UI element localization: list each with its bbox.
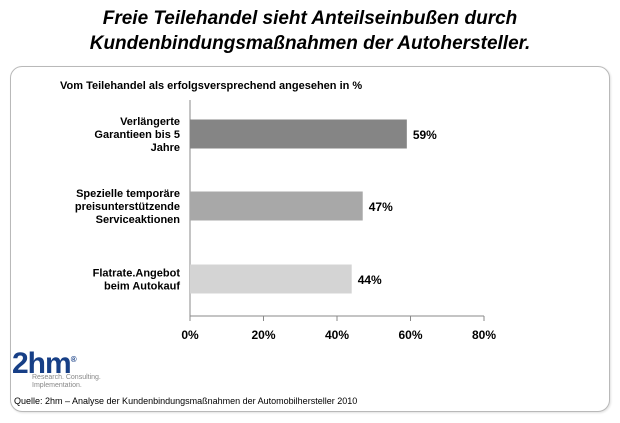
bar-3 (190, 264, 352, 294)
data-label: 59% (413, 128, 437, 142)
category-label: Flatrate.Angebot beim Autokauf (93, 268, 181, 293)
logo-wordmark: 2hm® (12, 347, 77, 380)
category-label-line: Garantieen bis 5 (94, 129, 180, 141)
data-label: 47% (369, 200, 393, 214)
title-line-1: Freie Teilehandel sieht Anteilseinbußen … (102, 8, 518, 29)
category-label: Spezielle temporäre preisunterstützende Se… (75, 188, 180, 226)
category-label: Verlängerte Garantieen bis 5 Jahre (94, 116, 180, 154)
category-label-line: Flatrate.Angebot (93, 268, 181, 280)
company-logo: 2hm® Research. Consulting. Implementatio… (10, 344, 120, 394)
page-title: Freie Teilehandel sieht Anteilseinbußen … (0, 6, 620, 56)
x-tick-label: 40% (325, 328, 349, 342)
bar-1 (190, 119, 407, 149)
x-tick-label: 20% (251, 328, 275, 342)
category-label-line: preisunterstützende (75, 201, 180, 213)
category-label-line: Verlängerte (120, 116, 180, 128)
chart-title: Vom Teilehandel als erfolgsversprechend … (60, 80, 363, 92)
data-label: 44% (358, 273, 382, 287)
category-label-line: Serviceaktionen (96, 214, 181, 226)
x-tick-label: 0% (181, 328, 199, 342)
title-line-2: Kundenbindungsmaßnahmen der Autoherstell… (89, 33, 531, 54)
x-tick-label: 80% (472, 328, 496, 342)
category-label-line: Spezielle temporäre (76, 188, 180, 200)
bar-2 (190, 191, 363, 221)
source-note: Quelle: 2hm – Analyse der Kundenbindungs… (14, 396, 358, 406)
x-tick-label: 60% (398, 328, 422, 342)
logo-tagline: Research. Consulting. Implementation. (32, 374, 101, 389)
category-label-line: beim Autokauf (104, 281, 180, 293)
category-label-line: Jahre (151, 142, 180, 154)
